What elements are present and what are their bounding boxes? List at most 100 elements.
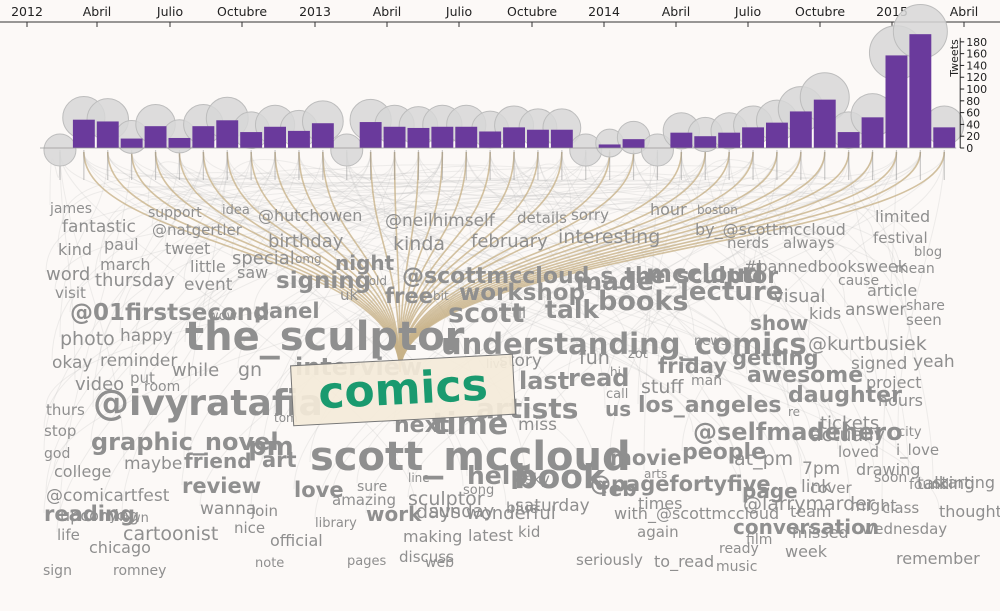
cloud-word[interactable]: us	[605, 397, 631, 421]
cloud-word[interactable]: blog	[914, 245, 942, 260]
cloud-word[interactable]: awesome	[747, 363, 863, 388]
tweet-bar[interactable]	[264, 126, 286, 148]
cloud-word[interactable]: saturday	[515, 496, 590, 516]
cloud-word[interactable]: friend	[184, 449, 252, 473]
cloud-word[interactable]: kids	[809, 304, 841, 323]
tweet-bar[interactable]	[861, 117, 884, 148]
cloud-word[interactable]: visit	[55, 284, 86, 302]
cloud-word[interactable]: paul	[104, 235, 139, 254]
cloud-word[interactable]: @larrymarder	[743, 493, 875, 515]
cloud-word[interactable]: thursday	[95, 270, 175, 291]
cloud-word[interactable]: join	[250, 502, 278, 520]
cloud-word[interactable]: details	[517, 209, 567, 227]
cloud-word[interactable]: nyc	[101, 509, 124, 524]
cloud-word[interactable]: news	[694, 334, 728, 349]
cloud-word[interactable]: scott_mccloud	[310, 434, 631, 480]
cloud-word[interactable]: boston	[697, 203, 738, 217]
cloud-word[interactable]: god	[44, 446, 70, 462]
cloud-word[interactable]: @kurtbusiek	[808, 333, 927, 355]
cloud-word[interactable]: people	[682, 440, 766, 465]
cloud-word[interactable]: help	[467, 461, 528, 490]
cloud-word[interactable]: miss	[518, 415, 557, 435]
cloud-word[interactable]: feb	[600, 477, 637, 501]
cloud-word[interactable]: work	[366, 502, 422, 526]
cloud-word[interactable]: city	[898, 425, 922, 440]
cloud-word[interactable]: zot	[628, 347, 648, 362]
cloud-word[interactable]: sculptor	[408, 488, 485, 510]
cloud-word[interactable]: thurs	[46, 401, 85, 419]
cloud-word[interactable]: song	[463, 483, 494, 498]
cloud-word[interactable]: visual	[773, 286, 825, 307]
cloud-word[interactable]: festival	[873, 229, 928, 247]
cloud-word[interactable]: panel	[254, 299, 320, 323]
cloud-word[interactable]: photo	[60, 328, 115, 350]
cloud-word[interactable]: nerds	[727, 234, 769, 252]
cloud-word[interactable]: found	[909, 477, 949, 493]
cloud-word[interactable]: blue	[506, 499, 538, 517]
tweet-bar[interactable]	[240, 132, 263, 148]
cloud-word[interactable]: art	[262, 448, 297, 472]
cloud-word[interactable]: yeah	[913, 352, 955, 372]
cloud-word[interactable]: life	[57, 526, 80, 544]
cloud-word[interactable]: web	[425, 555, 454, 571]
cloud-word[interactable]: #bannedbooksweek	[744, 257, 908, 276]
cloud-word[interactable]: interesting	[558, 226, 660, 248]
tweet-bar[interactable]	[72, 119, 95, 148]
cloud-word[interactable]: @pagefortyfive	[590, 472, 771, 496]
cloud-word[interactable]: uk	[340, 286, 359, 304]
cloud-word[interactable]: put	[130, 369, 155, 387]
cloud-word[interactable]: show	[750, 311, 808, 335]
cloud-word[interactable]: sunday	[429, 501, 495, 522]
cloud-word[interactable]: arts	[644, 467, 667, 481]
cloud-word[interactable]: @comicartfest	[46, 486, 170, 506]
cloud-word[interactable]: signing	[276, 268, 371, 294]
cloud-word[interactable]: seriously	[576, 551, 643, 569]
cloud-word[interactable]: with_@scottmccloud	[614, 504, 779, 524]
tweet-bar[interactable]	[622, 139, 645, 148]
cloud-word[interactable]: share	[906, 298, 945, 314]
cloud-word[interactable]: saw	[237, 263, 268, 282]
cloud-word[interactable]: @ivyratafia	[93, 383, 323, 424]
cloud-word[interactable]: to_read	[654, 552, 714, 572]
cloud-word[interactable]: wonderful	[466, 503, 556, 524]
cloud-word[interactable]: pages	[347, 554, 386, 569]
cloud-word[interactable]: @01firstsecond	[70, 300, 270, 326]
cloud-word[interactable]: library	[315, 516, 357, 531]
cloud-word[interactable]: limited	[875, 207, 930, 226]
cloud-word[interactable]: tom	[274, 411, 298, 425]
cloud-word[interactable]: support	[148, 205, 202, 221]
tweet-bar[interactable]	[383, 126, 406, 148]
cloud-word[interactable]: thought	[939, 502, 1000, 521]
cloud-word[interactable]: cause	[838, 273, 879, 289]
cloud-word[interactable]: re	[788, 405, 800, 419]
cloud-word[interactable]: team	[790, 502, 832, 521]
cloud-word[interactable]: i_love	[896, 441, 939, 460]
tweet-bar[interactable]	[431, 126, 454, 148]
cloud-word[interactable]: answer	[845, 300, 906, 320]
cloud-word[interactable]: at_pm	[734, 448, 793, 470]
cloud-word[interactable]: romney	[113, 563, 166, 579]
cloud-word[interactable]: idea	[222, 203, 250, 218]
tweet-bar[interactable]	[813, 99, 836, 148]
cloud-word[interactable]: last	[519, 367, 569, 395]
tweet-bar[interactable]	[407, 127, 430, 148]
cloud-word[interactable]: ready	[719, 541, 759, 557]
cloud-word[interactable]: books	[598, 286, 688, 317]
cloud-word[interactable]: read	[568, 364, 630, 392]
cloud-word[interactable]: missed	[792, 523, 849, 542]
cloud-word[interactable]: kinda	[393, 233, 445, 255]
cloud-word[interactable]: week	[785, 542, 828, 561]
tweet-bar[interactable]	[837, 132, 860, 148]
cloud-word[interactable]: movie	[610, 446, 681, 470]
cloud-word[interactable]: sign	[43, 563, 72, 579]
tweet-bar[interactable]	[742, 127, 764, 148]
cloud-word[interactable]: event	[184, 275, 233, 295]
cloud-word[interactable]: free	[385, 284, 433, 308]
cloud-word[interactable]: talk	[545, 295, 600, 324]
cloud-word[interactable]: lecture	[680, 277, 783, 307]
tweet-bar[interactable]	[120, 138, 143, 148]
cloud-word[interactable]: hour	[650, 200, 687, 219]
cloud-word[interactable]: 7pm	[802, 459, 840, 479]
cloud-word[interactable]: sorry	[571, 206, 609, 224]
cloud-word[interactable]: kid	[518, 523, 540, 541]
